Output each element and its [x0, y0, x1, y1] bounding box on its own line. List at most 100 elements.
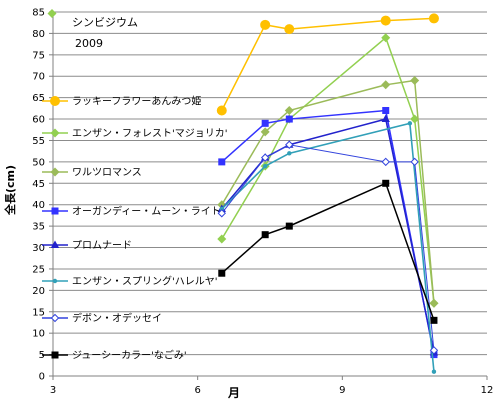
- y-tick-label: 55: [32, 136, 45, 147]
- legend-swatch-marker: [51, 351, 59, 359]
- legend-item: エンザン・スプリング'ハレルヤ': [42, 275, 218, 288]
- series-line: [221, 36, 435, 304]
- x-axis-ticks: 3 6 9 12: [50, 376, 494, 396]
- data-point: [262, 163, 268, 169]
- data-point: [407, 121, 413, 126]
- series-line: [221, 182, 435, 321]
- data-point: [429, 298, 439, 308]
- data-point: [218, 269, 226, 277]
- legend-label: ワルツロマンス: [72, 168, 142, 179]
- y-tick-label: 65: [32, 93, 45, 104]
- y-tick-label: 35: [32, 222, 45, 233]
- y-tick-label: 15: [32, 307, 45, 318]
- chart-title: シンビジウム: [72, 16, 138, 29]
- y-tick-label: 25: [32, 264, 45, 275]
- series-line: [221, 17, 434, 111]
- y-axis-label: 全長(cm): [3, 165, 17, 216]
- legend-item: ワルツロマンス: [42, 167, 142, 179]
- series-2: [217, 33, 439, 308]
- data-point: [285, 115, 293, 123]
- y-tick-label: 40: [32, 200, 45, 211]
- legend-item: ジューシーカラー'なごみ': [42, 349, 187, 362]
- series-line: [221, 144, 435, 351]
- legend-swatch-marker: [50, 96, 60, 106]
- data-point: [382, 106, 390, 114]
- legend-item: エンザン・フォレスト'マジョリカ': [42, 128, 228, 140]
- data-point: [285, 222, 293, 230]
- legend-label: デボン・オデッセイ: [72, 312, 162, 325]
- data-point: [431, 369, 437, 374]
- data-point: [380, 15, 391, 26]
- x-axis-label: 月: [227, 386, 240, 400]
- series-7: [217, 140, 439, 355]
- x-tick-label: 12: [481, 385, 494, 396]
- series-5: [217, 114, 439, 356]
- legend-swatch-marker: [51, 207, 59, 215]
- y-tick-label: 20: [32, 286, 45, 297]
- y-tick-label: 70: [32, 72, 45, 83]
- series-4: [218, 106, 438, 359]
- data-point: [381, 33, 391, 43]
- chart-subtitle: 2009: [75, 37, 103, 50]
- y-tick-label: 10: [32, 329, 45, 340]
- x-tick-label: 3: [50, 385, 56, 396]
- data-point: [261, 119, 269, 127]
- legend-item: プロムナード: [42, 240, 132, 252]
- data-point: [217, 209, 226, 218]
- y-tick-label: 60: [32, 115, 45, 126]
- series-8: [218, 179, 438, 324]
- data-point: [381, 157, 390, 167]
- data-point: [284, 24, 295, 35]
- series-1: [216, 13, 439, 116]
- data-point: [410, 114, 420, 124]
- legend-label: ジューシーカラー'なごみ': [72, 349, 187, 362]
- data-point: [428, 13, 439, 24]
- y-axis-ticks: 0 5 10 15 20 25 30 35 40 45 50 55 60 65 70 75 80 85: [32, 8, 53, 383]
- data-point: [260, 153, 270, 162]
- x-tick-label: 6: [194, 385, 200, 396]
- data-point: [260, 19, 271, 30]
- legend-item: ラッキーフラワーあんみつ姫: [42, 95, 201, 108]
- data-point: [429, 346, 439, 355]
- legend-label: エンザン・フォレスト'マジョリカ': [72, 128, 228, 140]
- legend-item: オーガンディー・ムーン・ライト: [42, 205, 221, 218]
- data-point: [382, 179, 390, 187]
- data-point: [218, 158, 226, 166]
- data-point: [216, 105, 227, 116]
- legend-label: ラッキーフラワーあんみつ姫: [72, 95, 201, 108]
- title-marker: [47, 9, 57, 18]
- data-point: [217, 234, 227, 244]
- legend-label: プロムナード: [72, 240, 132, 252]
- data-point: [410, 157, 419, 167]
- data-point: [381, 114, 390, 123]
- y-tick-label: 45: [32, 179, 45, 190]
- legend-swatch-marker: [50, 240, 60, 248]
- y-tick-label: 0: [39, 372, 45, 383]
- data-point: [284, 105, 294, 115]
- data-point: [381, 80, 391, 90]
- series-line: [221, 109, 435, 355]
- legend-swatch-marker: [50, 128, 60, 138]
- y-tick-label: 80: [32, 29, 45, 40]
- data-point: [430, 316, 438, 324]
- legend-label: エンザン・スプリング'ハレルヤ': [72, 275, 218, 288]
- legend-swatch-marker: [50, 313, 60, 323]
- legend-swatch-marker: [50, 167, 60, 177]
- legend-swatch-marker: [52, 278, 58, 284]
- series-line: [221, 79, 435, 304]
- y-tick-label: 50: [32, 157, 45, 168]
- y-tick-label: 30: [32, 243, 45, 254]
- data-point: [287, 151, 292, 156]
- y-tick-label: 75: [32, 50, 45, 61]
- data-point: [285, 140, 294, 149]
- legend-label: オーガンディー・ムーン・ライト: [72, 205, 221, 218]
- data-point: [219, 206, 224, 212]
- legend-item: デボン・オデッセイ: [42, 312, 162, 325]
- data-point: [410, 76, 420, 86]
- series-6: [219, 121, 437, 374]
- x-tick-label: 9: [339, 385, 345, 396]
- series-group: [216, 13, 439, 374]
- data-point: [261, 231, 269, 239]
